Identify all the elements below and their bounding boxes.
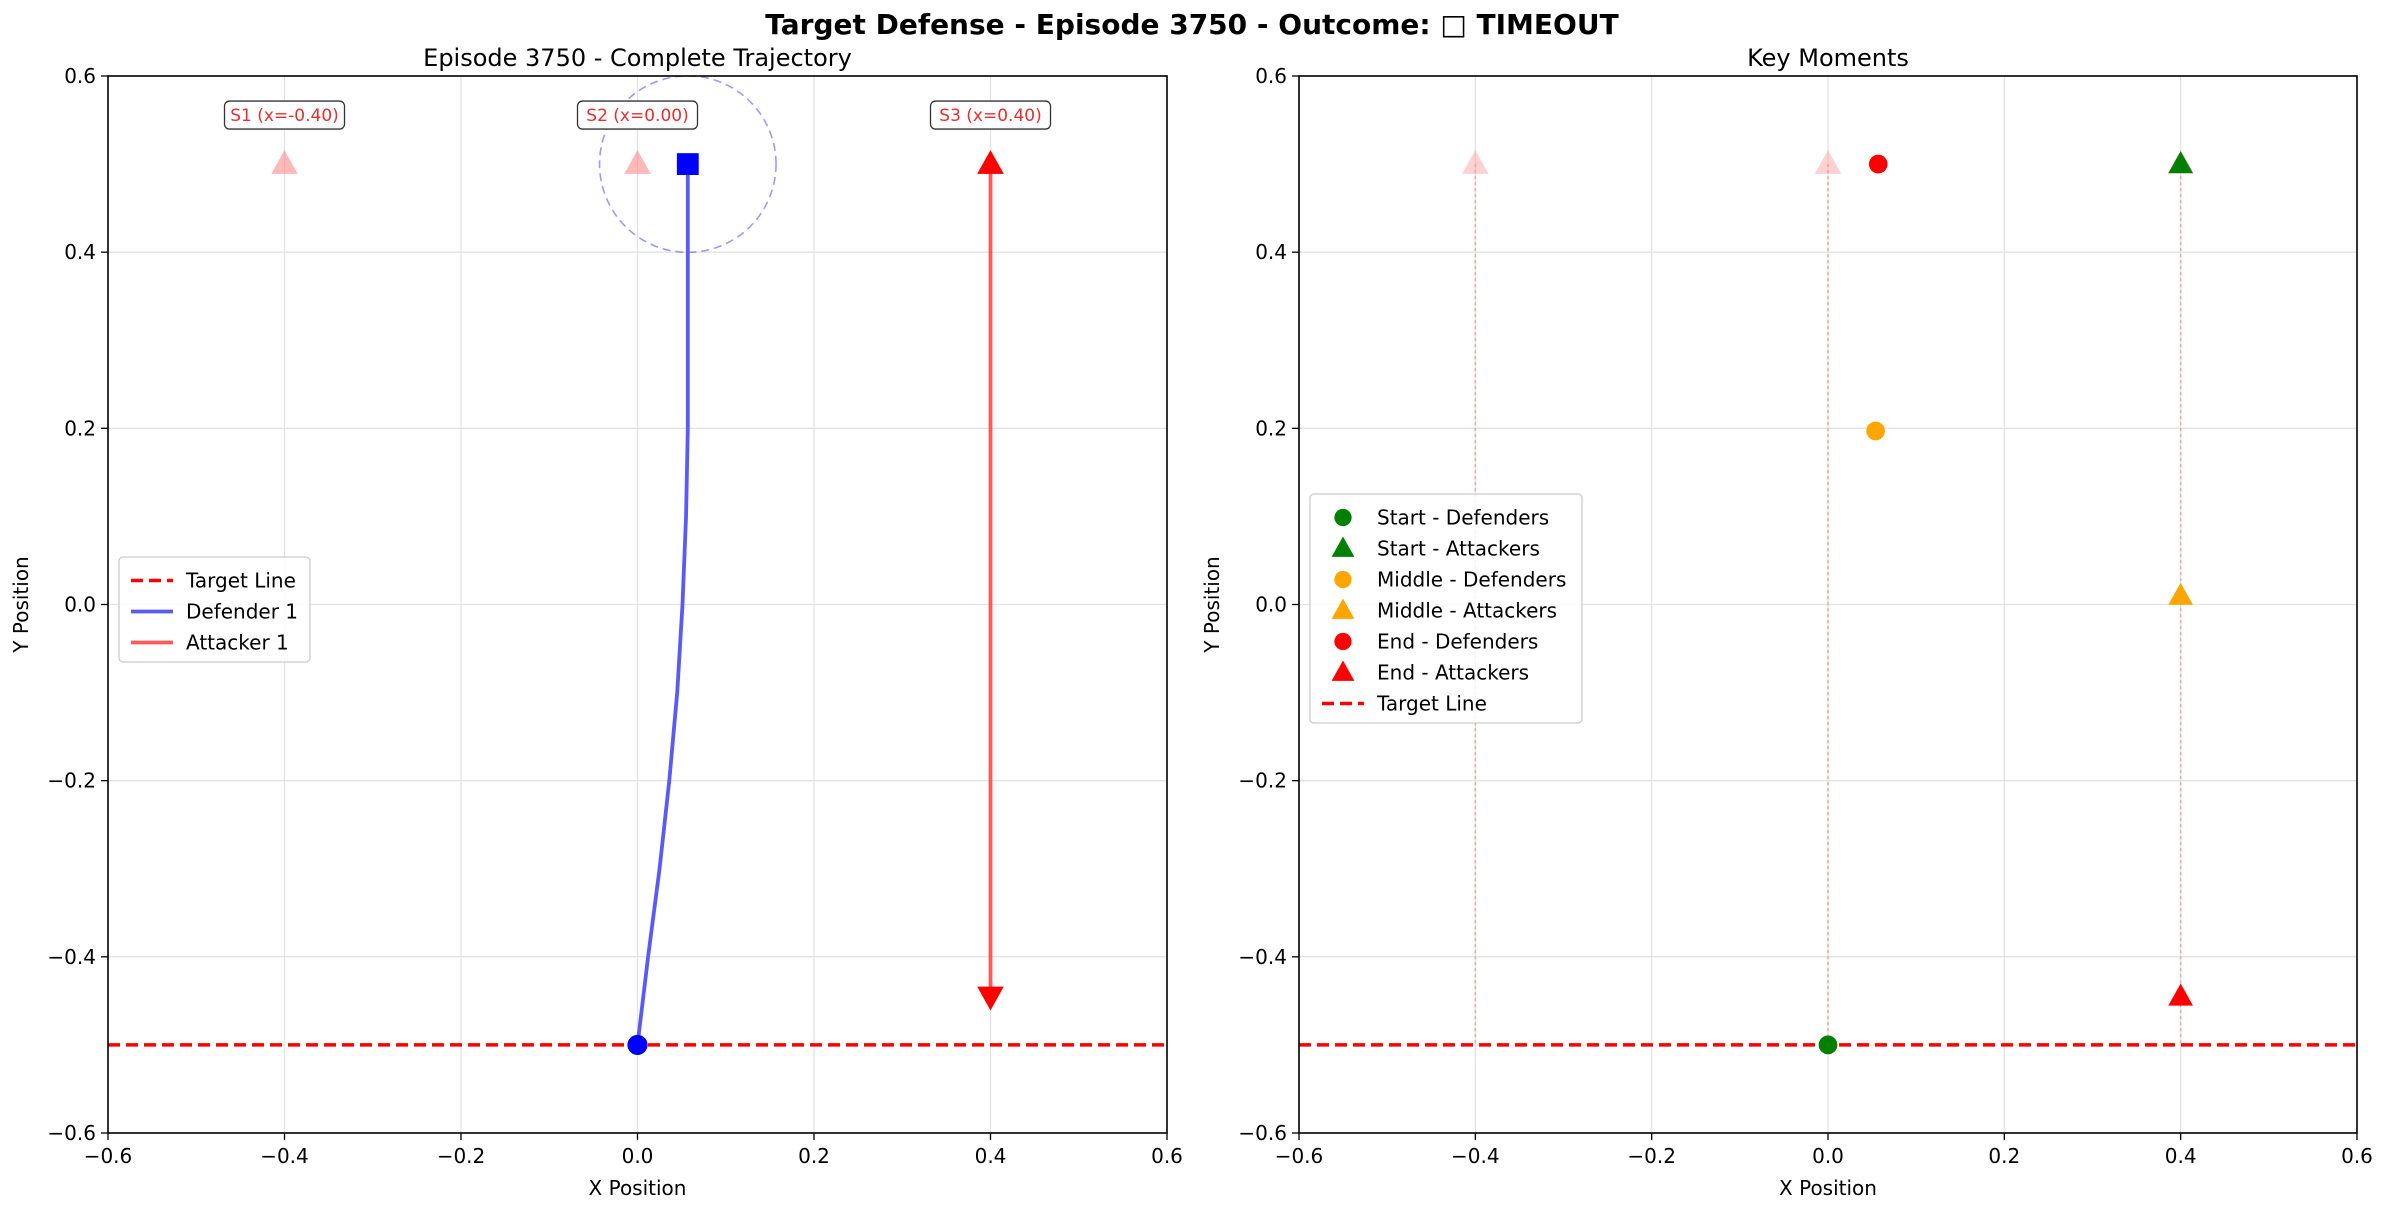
legend-entry-label: End - Attackers (1377, 661, 1529, 685)
chart-panel-1: −0.6 −0.4 −0.2 0.0 0.2 0.4 0.6 −0.6 −0.4 −0.2 0.0 0… (9, 44, 1183, 1200)
legend-entry-label: Target Line (185, 569, 296, 593)
station-marker (271, 150, 298, 174)
legend-entry-label: Defender 1 (186, 600, 298, 624)
y-tick-label: −0.6 (1238, 1121, 1287, 1145)
x-tick-label: 0.2 (798, 1144, 830, 1168)
panel-title: Episode 3750 - Complete Trajectory (423, 44, 852, 72)
station-label-text: S2 (x=0.00) (586, 106, 688, 126)
point-start-defenders (1818, 1035, 1838, 1055)
station-marker (1814, 150, 1842, 174)
y-tick-label: 0.2 (1255, 416, 1287, 440)
x-tick-label: −0.2 (437, 1144, 486, 1168)
start-marker (977, 150, 1004, 174)
point-end-defenders (1868, 154, 1888, 174)
station-label-box (576, 100, 699, 130)
station-label-text: S1 (x=-0.40) (230, 106, 339, 126)
station-marker (624, 150, 651, 174)
x-tick-label: 0.4 (975, 1144, 1007, 1168)
x-tick-label: 0.0 (622, 1144, 654, 1168)
station-label-text: S3 (x=0.40) (939, 106, 1041, 126)
plot-area (108, 76, 1167, 1055)
axes-frame (107, 75, 1168, 1134)
x-tick-label: 0.0 (1812, 1144, 1844, 1168)
station-marker (1462, 150, 1489, 174)
y-tick-label: −0.4 (47, 945, 96, 969)
x-tick-label: 0.6 (2341, 1144, 2373, 1168)
y-tick-label: 0.6 (1255, 64, 1287, 88)
legend-handle (1334, 570, 1352, 589)
legend-entry-label: Middle - Attackers (1377, 599, 1557, 623)
chart-panel-2: −0.6 −0.4 −0.2 0.0 0.2 0.4 0.6 −0.6 −0.4 −0.2 0.0 0… (1200, 44, 2373, 1200)
legend-entry-label: Middle - Defenders (1377, 568, 1566, 592)
legend-handle (1334, 508, 1352, 527)
legend-entry-label: Start - Attackers (1377, 537, 1540, 561)
figure-title: Target Defense - Episode 3750 - Outcome:… (765, 8, 1619, 41)
x-tick-label: −0.4 (1451, 1144, 1500, 1168)
legend: Start - Defenders Start - Attackers Middle… (1309, 493, 1583, 724)
panel-title: Key Moments (1747, 44, 1909, 72)
x-axis-label: X Position (1779, 1176, 1877, 1200)
legend-entry-label: Target Line (1376, 692, 1487, 716)
point-start-attackers (2168, 151, 2194, 174)
y-tick-label: 0.6 (64, 64, 96, 88)
y-tick-label: −0.2 (47, 769, 96, 793)
legend-handle (1331, 536, 1355, 557)
legend-handle (1331, 598, 1355, 619)
legend-entry-label: End - Defenders (1377, 630, 1538, 654)
x-tick-label: 0.6 (1151, 1144, 1183, 1168)
x-tick-label: −0.6 (1275, 1144, 1324, 1168)
legend-entry-label: Start - Defenders (1377, 506, 1549, 530)
trajectory-defender-1 (635, 164, 690, 1046)
station-label: S3 (x=0.40) (929, 100, 1052, 130)
x-tick-label: −0.4 (260, 1144, 309, 1168)
point-middle-defenders (1866, 421, 1885, 441)
y-axis-label: Y Position (1200, 556, 1224, 653)
y-tick-label: 0.2 (64, 416, 96, 440)
point-middle-attackers (2168, 582, 2194, 605)
y-axis-label: Y Position (9, 556, 33, 653)
station-label: S2 (x=0.00) (576, 100, 699, 130)
x-tick-label: −0.6 (84, 1144, 133, 1168)
capture-radius-circle (598, 76, 777, 254)
station-label-box (223, 100, 346, 130)
legend-handle (1334, 632, 1352, 651)
legend-entry-label: Attacker 1 (186, 631, 289, 655)
y-tick-label: −0.6 (47, 1121, 96, 1145)
legend-box (1309, 493, 1583, 724)
point-end-attackers (2168, 983, 2194, 1006)
x-tick-label: −0.2 (1627, 1144, 1676, 1168)
x-tick-label: 0.4 (2165, 1144, 2197, 1168)
end-marker (977, 986, 1004, 1011)
y-tick-label: 0.0 (1255, 593, 1287, 617)
x-tick-label: 0.2 (1988, 1144, 2020, 1168)
legend-handle (1331, 660, 1355, 681)
y-tick-label: −0.4 (1238, 945, 1287, 969)
end-marker (676, 153, 699, 176)
legend-box (118, 556, 311, 663)
y-tick-label: 0.4 (1255, 240, 1287, 264)
y-tick-label: 0.4 (64, 240, 96, 264)
start-marker (627, 1034, 648, 1055)
legend: Target Line Defender 1 Attacker 1 (118, 556, 311, 663)
station-label: S1 (x=-0.40) (223, 100, 346, 130)
axes-frame (1298, 75, 2358, 1134)
y-tick-label: −0.2 (1238, 769, 1287, 793)
y-tick-label: 0.0 (64, 593, 96, 617)
station-label-box (929, 100, 1052, 130)
x-axis-label: X Position (589, 1176, 687, 1200)
